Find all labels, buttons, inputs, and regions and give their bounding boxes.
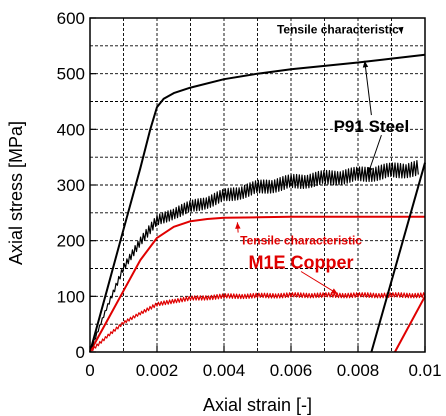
plot-frame	[89, 17, 426, 353]
annotation-arrow	[300, 271, 339, 295]
annotation-label: Tensile characteristic	[277, 23, 399, 37]
x-tick-label: 0.004	[203, 361, 246, 380]
x-tick-label: 0.008	[337, 361, 380, 380]
series-line-steel-cyclic	[89, 160, 419, 353]
y-tick-label: 300	[57, 176, 85, 195]
annotation-arrowhead	[362, 60, 369, 68]
x-tick-label: 0	[85, 361, 94, 380]
x-tick-label: 0.01	[408, 361, 441, 380]
annotation-label: Tensile characteristic	[240, 234, 362, 248]
series-line-copper-tensile	[89, 215, 425, 353]
y-tick-label: 0	[76, 343, 85, 362]
y-tick-label: 200	[57, 232, 85, 251]
annotation-arrow	[364, 60, 372, 116]
series-group	[89, 53, 426, 353]
y-tick-label: 500	[57, 65, 85, 84]
annotation-arrowhead	[367, 166, 373, 174]
y-axis-label: Axial stress [MPa]	[6, 121, 26, 265]
series-line-copper-unload	[394, 295, 426, 353]
annotation-label: P91 Steel	[334, 117, 410, 136]
series-line-steel-tensile	[89, 53, 426, 353]
series-line-steel-unload	[370, 162, 426, 353]
series-line-copper-cyclic	[89, 292, 426, 353]
annotations-group: Tensile characteristic P91 Steel Tensile c…	[235, 23, 409, 295]
y-tick-label: 600	[57, 9, 85, 28]
x-axis-label: Axial strain [-]	[203, 395, 312, 415]
y-tick-label: 100	[57, 287, 85, 306]
x-tick-label: 0.002	[136, 361, 179, 380]
annotation-arrowhead	[235, 222, 241, 229]
y-tick-label: 400	[57, 120, 85, 139]
annotation-arrowhead	[330, 288, 338, 295]
annotation-arrowhead	[398, 26, 404, 34]
axis-ticks: 0 0.002 0.004 0.006 0.008 0.01 0 100 200 300 400 50…	[57, 9, 442, 380]
x-tick-label: 0.006	[270, 361, 313, 380]
annotation-label: M1E Copper	[249, 253, 354, 273]
annotation-arrow	[367, 134, 382, 175]
